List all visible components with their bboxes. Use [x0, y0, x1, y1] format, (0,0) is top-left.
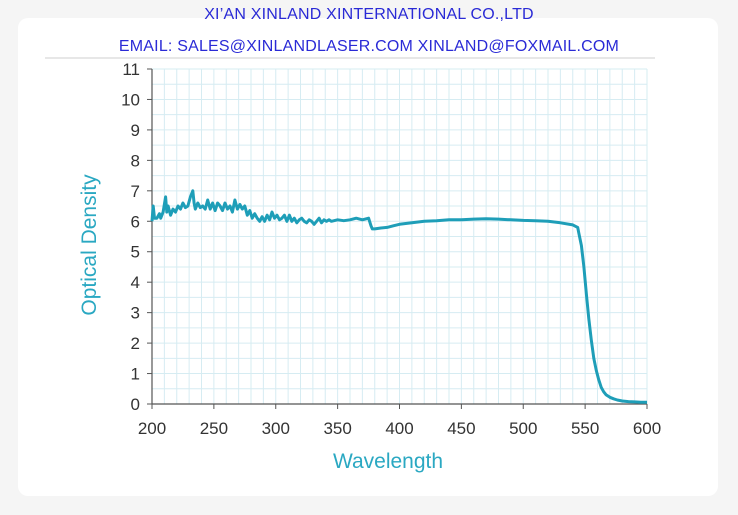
- y-tick-label: 1: [131, 365, 140, 384]
- company-name: XI’AN XINLAND XINTERNATIONAL CO.,LTD: [204, 6, 534, 23]
- y-tick-label: 11: [122, 60, 140, 79]
- x-axis-title: Wavelength: [333, 450, 443, 473]
- series-line: [150, 189, 647, 404]
- y-tick-label: 10: [121, 90, 140, 109]
- x-tick-label: 250: [200, 419, 228, 438]
- y-tick-label: 7: [131, 182, 140, 201]
- y-tick-label: 0: [131, 395, 140, 414]
- x-tick-label: 300: [262, 419, 290, 438]
- chart-grid: [151, 68, 648, 405]
- y-tick-labels: 0 1 2 3 4 5 6 7 8 9 10 11: [121, 60, 152, 414]
- y-tick-label: 9: [131, 121, 140, 140]
- chart-panel: [18, 18, 718, 496]
- y-tick-label: 5: [131, 243, 140, 262]
- y-axis-title: Optical Density: [78, 174, 101, 316]
- contact-emails: EMAIL: SALES@XINLANDLASER.COM XINLAND@FO…: [118, 38, 620, 55]
- x-tick-label: 400: [385, 419, 413, 438]
- x-tick-label: 550: [571, 419, 599, 438]
- x-tick-labels: 200 250 300 350 400 450 500 550 600: [138, 404, 661, 438]
- y-tick-label: 8: [131, 151, 140, 170]
- x-tick-label: 450: [447, 419, 475, 438]
- y-tick-label: 4: [131, 273, 140, 292]
- y-tick-label: 6: [131, 212, 140, 231]
- x-tick-label: 600: [633, 419, 661, 438]
- x-tick-label: 200: [138, 419, 166, 438]
- x-tick-label: 500: [509, 419, 537, 438]
- y-tick-label: 3: [131, 304, 140, 323]
- y-tick-label: 2: [131, 334, 140, 353]
- x-tick-label: 350: [323, 419, 351, 438]
